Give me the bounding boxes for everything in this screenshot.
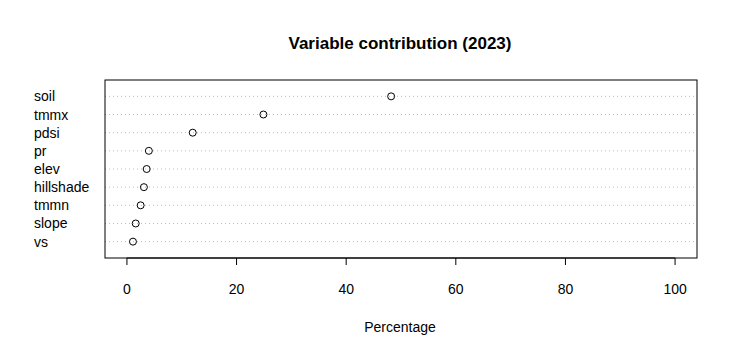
points (129, 93, 394, 245)
x-tick-label: 100 (663, 281, 687, 297)
dot (129, 238, 136, 245)
dot (140, 184, 147, 191)
category-label: pdsi (34, 125, 60, 141)
chart: Variable contribution (2023) soil tmmx pdsi… (0, 0, 740, 358)
x-tick (675, 258, 676, 265)
x-tick-label: 80 (558, 281, 574, 297)
x-axis-line (127, 258, 675, 259)
dot (189, 129, 196, 136)
dot (388, 93, 395, 100)
x-axis-label: Percentage (364, 319, 436, 335)
category-label: hillshade (34, 179, 89, 195)
grid-line (105, 169, 697, 170)
category-label: slope (34, 215, 68, 231)
grid-line (105, 96, 697, 97)
dot (132, 220, 139, 227)
x-tick (455, 258, 456, 265)
grid-line (105, 150, 697, 151)
x-tick-label: 40 (338, 281, 354, 297)
x-tick (126, 258, 127, 265)
grid-line (105, 223, 697, 224)
dot (143, 166, 150, 173)
category-label: elev (34, 161, 60, 177)
category-label: tmmn (34, 197, 69, 213)
x-tick-label: 0 (123, 281, 131, 297)
category-label: vs (34, 234, 48, 250)
plot-frame (105, 80, 697, 258)
category-label: tmmx (34, 107, 68, 123)
x-tick (346, 258, 347, 265)
x-tick (236, 258, 237, 265)
grid-line (105, 132, 697, 133)
category-label: soil (34, 88, 55, 104)
x-tick-label: 20 (229, 281, 245, 297)
grid-line (105, 241, 697, 242)
grid-line (105, 114, 697, 115)
dot (260, 111, 267, 118)
grid-line (105, 205, 697, 206)
x-tick (565, 258, 566, 265)
title: Variable contribution (2023) (289, 34, 512, 53)
dot (145, 147, 152, 154)
grid-line (105, 187, 697, 188)
category-label: pr (34, 143, 47, 159)
dot (137, 202, 144, 209)
x-tick-label: 60 (448, 281, 464, 297)
